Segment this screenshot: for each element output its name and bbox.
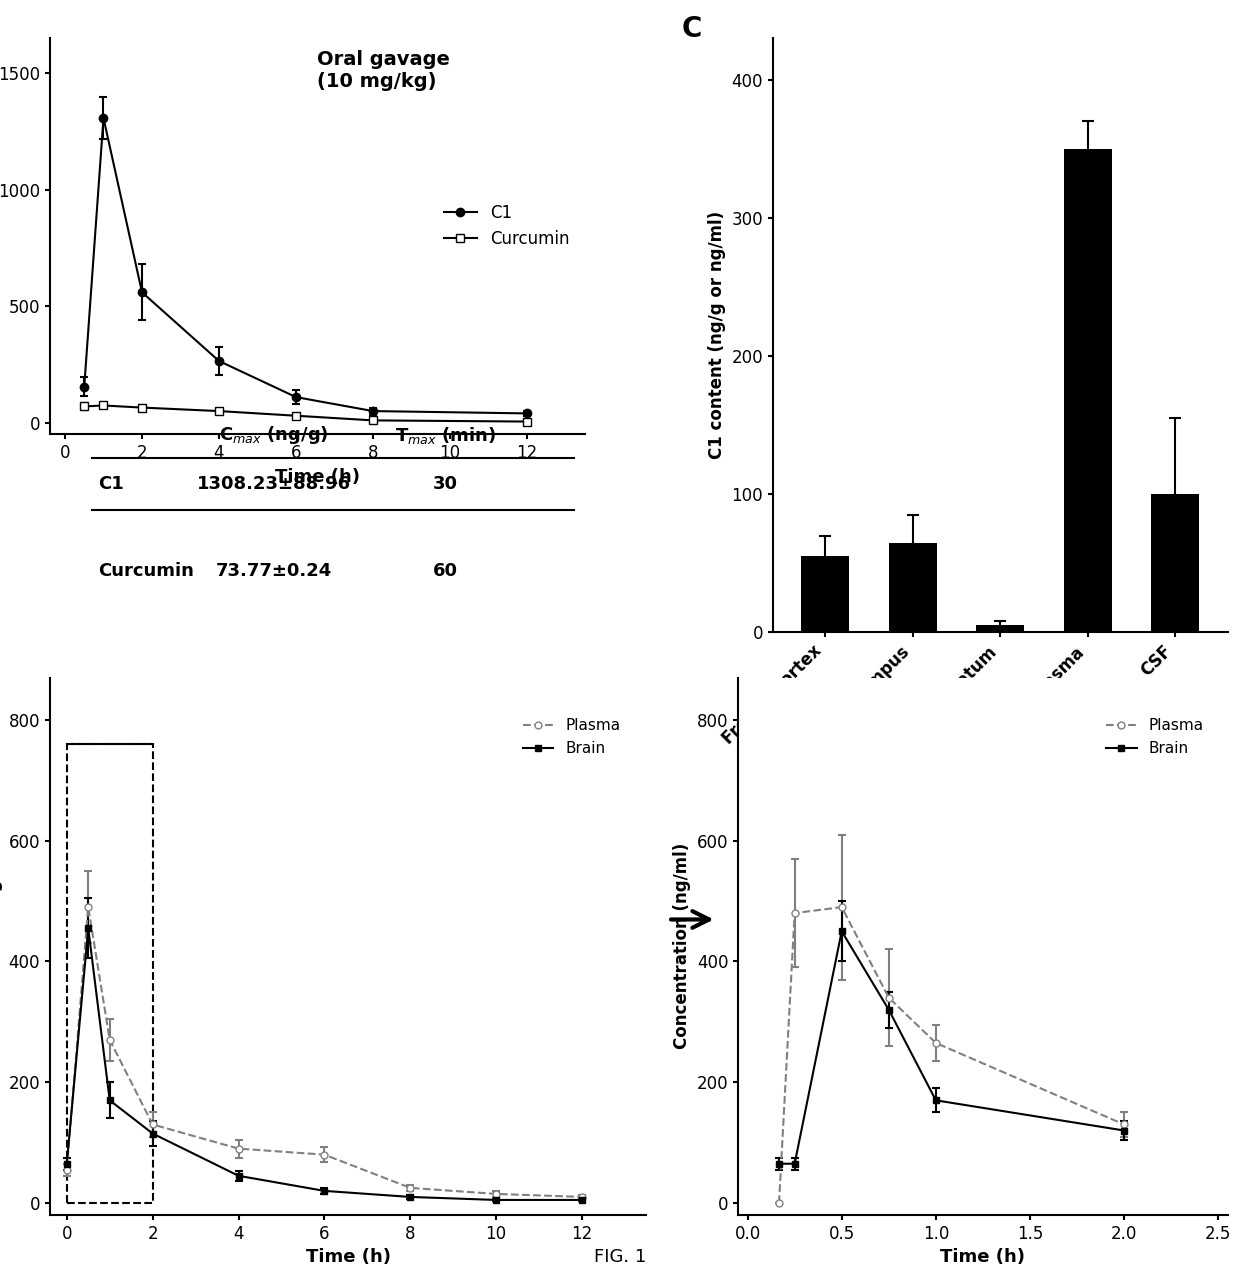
Bar [1151, 494, 1199, 632]
Legend: C1, Curcumin: C1, Curcumin [436, 197, 577, 255]
Bar [67, 744, 153, 1204]
Text: FIG. 1: FIG. 1 [594, 1248, 646, 1266]
Bar [976, 625, 1024, 632]
Legend: Plasma, Brain: Plasma, Brain [517, 712, 627, 762]
X-axis label: Time (h): Time (h) [305, 1248, 391, 1266]
Text: 73.77±0.24: 73.77±0.24 [216, 561, 332, 579]
Text: T$_{max}$ (min): T$_{max}$ (min) [394, 425, 496, 446]
Text: Curcumin: Curcumin [98, 561, 193, 579]
Y-axis label: Concentration (ng/ml): Concentration (ng/ml) [0, 843, 2, 1050]
Text: C: C [682, 14, 702, 42]
Text: 30: 30 [433, 475, 458, 492]
Text: C1: C1 [98, 475, 124, 492]
X-axis label: Time (h): Time (h) [940, 1248, 1025, 1266]
X-axis label: Time (h): Time (h) [274, 468, 360, 486]
Text: 60: 60 [433, 561, 458, 579]
Bar [801, 556, 849, 632]
Text: C$_{max}$ (ng/g): C$_{max}$ (ng/g) [219, 425, 329, 446]
Text: Oral gavage
(10 mg/kg): Oral gavage (10 mg/kg) [317, 50, 450, 91]
Bar [889, 542, 936, 632]
Legend: Plasma, Brain: Plasma, Brain [1100, 712, 1210, 762]
Text: 1308.23±88.96: 1308.23±88.96 [197, 475, 351, 492]
Bar [1064, 148, 1112, 632]
Y-axis label: C1 content (ng/g or ng/ml): C1 content (ng/g or ng/ml) [708, 211, 725, 459]
Y-axis label: Concentration (ng/ml): Concentration (ng/ml) [673, 843, 691, 1050]
